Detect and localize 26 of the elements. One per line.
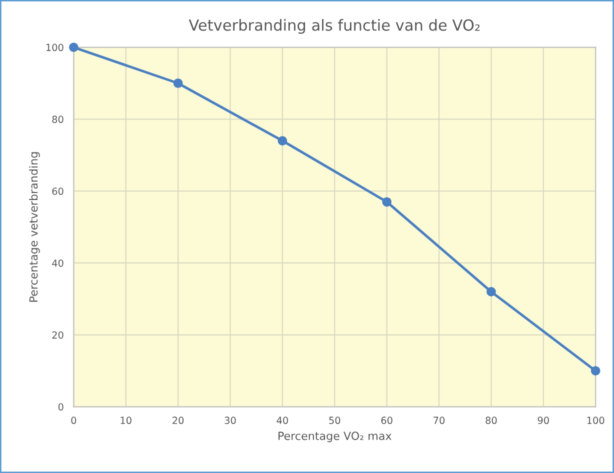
point xyxy=(68,42,78,52)
y-tick-label: 100 xyxy=(46,44,64,52)
x-tick-label: 30 xyxy=(224,416,236,424)
x-axis-title: Percentage VO₂ max xyxy=(278,432,392,442)
x-tick-label: 10 xyxy=(120,416,132,424)
x-tick-label: 40 xyxy=(276,416,288,424)
point xyxy=(173,78,183,88)
point xyxy=(590,366,600,376)
y-tick-label: 0 xyxy=(58,403,64,411)
y-axis-title: Percentage vetverbranding xyxy=(29,152,40,302)
chart-title: Vetverbranding als functie van de VO₂ xyxy=(188,19,480,34)
x-tick-label: 50 xyxy=(329,416,340,424)
x-tick-label: 60 xyxy=(381,416,392,424)
point xyxy=(278,136,288,146)
point xyxy=(382,197,392,207)
y-tick-label: 20 xyxy=(52,331,64,339)
y-tick-label: 80 xyxy=(52,116,64,124)
x-tick-label: 20 xyxy=(172,416,184,424)
point xyxy=(486,287,496,296)
x-tick-label: 0 xyxy=(71,416,76,424)
y-tick-label: 60 xyxy=(52,188,64,195)
x-tick-label: 80 xyxy=(486,416,497,424)
x-tick-label: 100 xyxy=(587,416,604,424)
x-tick-label: 90 xyxy=(538,416,549,424)
x-tick-label: 70 xyxy=(434,416,445,424)
y-tick-label: 40 xyxy=(52,259,64,267)
